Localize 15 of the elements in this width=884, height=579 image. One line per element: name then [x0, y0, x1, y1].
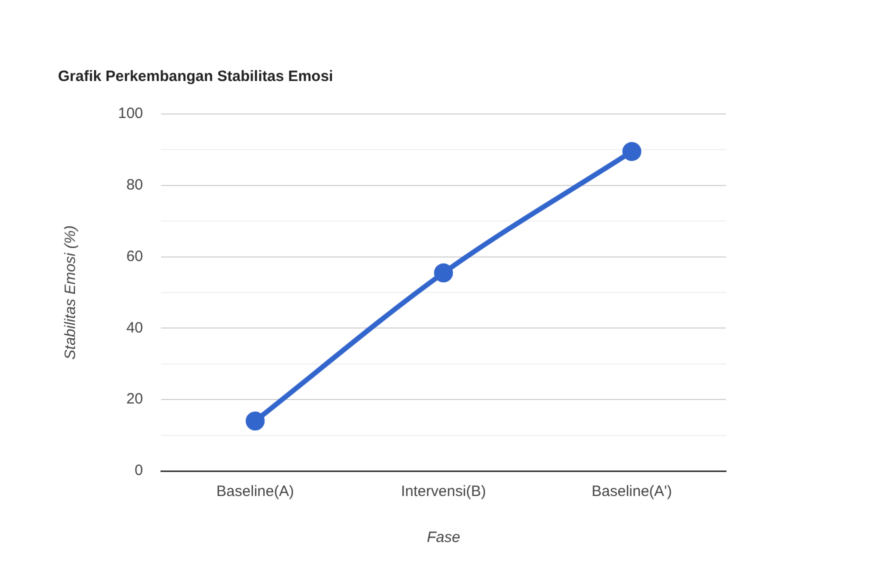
x-tick-label: Intervensi(B): [401, 483, 486, 500]
point: [246, 412, 265, 431]
point: [434, 263, 454, 282]
x-tick-label: Baseline(A): [216, 483, 294, 500]
chart-title: Grafik Perkembangan Stabilitas Emosi: [58, 68, 334, 86]
y-tick-label: 20: [126, 390, 144, 408]
point: [622, 142, 642, 161]
y-tick-label: 60: [126, 248, 144, 265]
y-tick-label: 100: [118, 105, 144, 122]
y-tick-label: 0: [134, 462, 144, 480]
x-tick-label: Baseline(A'): [592, 483, 672, 500]
y-tick-label: 40: [126, 319, 144, 336]
y-axis-title: Stabilitas Emosi (%): [62, 225, 80, 360]
x-axis-title: Fase: [426, 529, 460, 546]
y-tick-label: 80: [126, 176, 144, 194]
